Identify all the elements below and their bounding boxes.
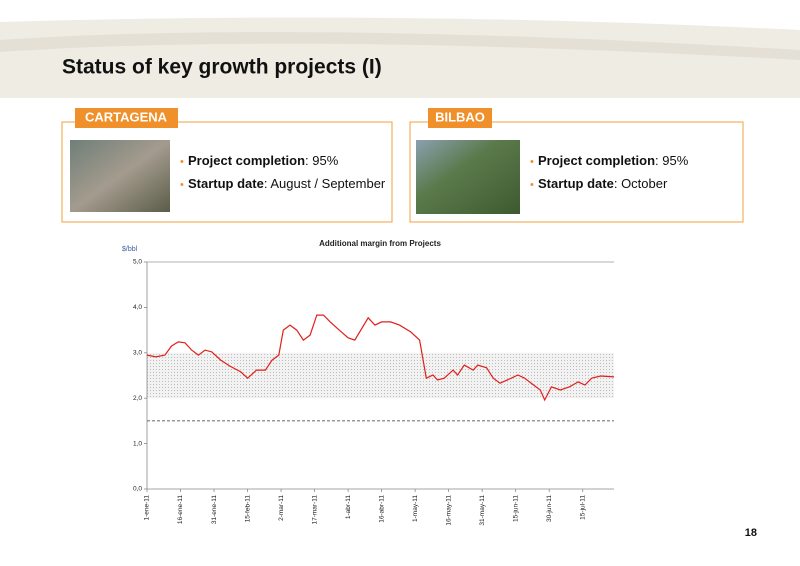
x-tick-label: 15-jun-11 (512, 495, 519, 522)
x-tick-label: 16-abr-11 (378, 495, 385, 523)
panel-tab (428, 108, 492, 128)
slide-title: Status of key growth projects (I) (62, 56, 382, 79)
item-label: Startup date (538, 176, 614, 191)
bullet: • (180, 179, 184, 191)
item-label: Project completion (538, 153, 655, 168)
bullet-text: Startup date: October (538, 176, 668, 191)
y-tick-label: 1,0 (133, 440, 142, 447)
item-value: : 95% (655, 153, 689, 168)
photo (416, 140, 520, 214)
chart-title: Additional margin from Projects (319, 239, 441, 248)
bullet-text: Startup date: August / September (188, 176, 386, 191)
bullet-text: Project completion: 95% (538, 153, 689, 168)
x-tick-label: 1-abr-11 (345, 495, 352, 519)
x-tick-label: 1-may-11 (412, 495, 419, 522)
panel-box (61, 121, 393, 223)
bullet: • (530, 179, 534, 191)
x-tick-label: 15-jul-11 (579, 495, 586, 520)
bullet: • (530, 156, 534, 168)
x-tick-label: 2-mar-11 (278, 495, 285, 521)
x-tick-label: 1-ene-11 (144, 495, 151, 521)
y-tick-label: 0,0 (133, 486, 142, 493)
series-line (146, 314, 615, 402)
y-tick-label: 4,0 (133, 304, 142, 311)
bullet-text: Project completion: 95% (188, 153, 339, 168)
panel-tab (75, 108, 178, 128)
x-tick-label: 16-may-11 (445, 495, 452, 526)
y-axis-label: $/bbl (122, 246, 138, 253)
y-tick-label: 3,0 (133, 350, 142, 357)
band (147, 352, 614, 399)
panel-name: CARTAGENA (85, 109, 168, 124)
panel-box (409, 121, 744, 223)
x-tick-label: 17-mar-11 (311, 495, 318, 525)
banner-swoosh (0, 32, 800, 60)
item-value: : October (614, 176, 668, 191)
item-label: Project completion (188, 153, 305, 168)
item-value: : 95% (305, 153, 339, 168)
x-tick-label: 15-feb-11 (244, 495, 251, 523)
photo (70, 140, 170, 212)
bullet: • (180, 156, 184, 168)
x-tick-label: 16-ene-11 (177, 495, 184, 525)
item-value: : August / September (264, 176, 386, 191)
x-tick-label: 31-ene-11 (211, 495, 218, 525)
page-number: 18 (745, 527, 757, 539)
x-tick-label: 31-may-11 (479, 495, 486, 526)
panel-name: BILBAO (435, 109, 485, 124)
item-label: Startup date (188, 176, 264, 191)
y-tick-label: 2,0 (133, 395, 142, 402)
y-tick-label: 5,0 (133, 259, 142, 266)
x-tick-label: 30-jun-11 (546, 495, 553, 522)
